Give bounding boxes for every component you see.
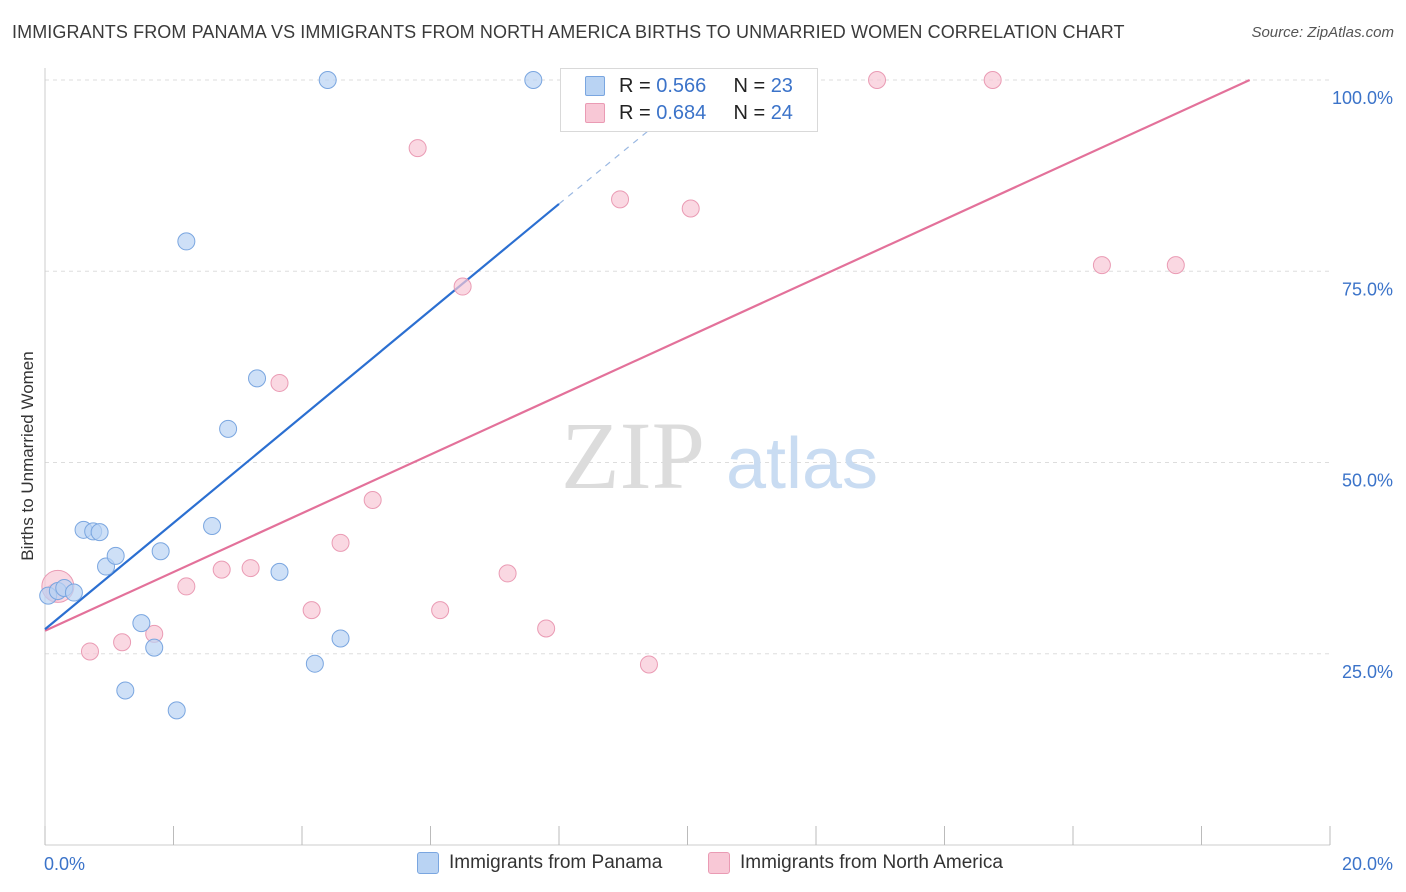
point-panama [167, 701, 186, 720]
watermark-zip: ZIP [561, 402, 705, 509]
correlation-legend: R = 0.566 N = 23 R = 0.684 N = 24 [560, 68, 818, 132]
series-legend-north-america: Immigrants from North America [708, 852, 1003, 874]
legend-r-value: 0.684 [656, 101, 707, 124]
legend-r-label: R = [619, 74, 657, 97]
point-panama [248, 369, 267, 388]
legend-swatch-north-america [585, 103, 605, 123]
series-legend: Immigrants from Panama Immigrants from N… [0, 852, 1406, 878]
point-panama [177, 232, 196, 251]
point-panama [270, 562, 289, 581]
legend-n-label: N = [733, 101, 771, 124]
point-panama [305, 654, 324, 673]
point-north-america [80, 642, 99, 661]
point-panama [524, 71, 543, 89]
point-panama [116, 681, 135, 700]
point-north-america [270, 373, 289, 392]
point-north-america [537, 619, 556, 638]
axes [44, 68, 1331, 846]
point-north-america [113, 633, 132, 652]
trend-lines [44, 71, 1251, 632]
legend-n-label: N = [733, 74, 771, 97]
trend-line-north-america [44, 78, 1251, 632]
y-tick-label: 50.0% [1342, 471, 1393, 491]
point-panama [151, 542, 170, 561]
tick-labels: 25.0% 50.0% 75.0% 100.0% 0.0% 20.0% [44, 88, 1393, 874]
chart-title: IMMIGRANTS FROM PANAMA VS IMMIGRANTS FRO… [12, 22, 1125, 42]
legend-r-label: R = [619, 101, 657, 124]
point-north-america [983, 71, 1002, 89]
series-swatch-panama [417, 852, 439, 874]
point-north-america [241, 559, 260, 578]
grid-lines [45, 79, 1330, 655]
source-label: Source: ZipAtlas.com [1251, 24, 1394, 41]
watermark-atlas: atlas [726, 424, 878, 504]
series-label-panama: Immigrants from Panama [449, 852, 663, 873]
point-north-america [639, 655, 658, 674]
point-north-america [1166, 256, 1185, 275]
point-north-america [681, 199, 700, 218]
point-north-america [177, 577, 196, 596]
point-north-america [302, 601, 321, 620]
y-tick-label: 75.0% [1342, 279, 1393, 299]
point-panama [145, 638, 164, 657]
point-north-america [431, 601, 450, 620]
point-panama [331, 629, 350, 648]
watermark: ZIP atlas [561, 402, 878, 509]
point-north-america [498, 564, 517, 583]
point-north-america [408, 139, 427, 158]
point-panama [318, 71, 337, 89]
point-north-america [453, 277, 472, 296]
data-points [39, 71, 1185, 720]
y-tick-label: 25.0% [1342, 662, 1393, 682]
legend-swatch-panama [585, 76, 605, 96]
y-axis-label: Births to Unmarried Women [18, 351, 37, 560]
series-swatch-north-america [708, 852, 730, 874]
point-north-america [1092, 256, 1111, 275]
y-tick-label: 100.0% [1332, 88, 1393, 108]
trend-line-panama [44, 203, 560, 631]
x-tick-label: 20.0% [1342, 854, 1393, 874]
point-north-america [363, 490, 382, 509]
point-panama [64, 583, 83, 602]
point-panama [132, 614, 151, 633]
point-north-america [331, 533, 350, 552]
point-north-america [868, 71, 887, 89]
series-label-north-america: Immigrants from North America [740, 852, 1003, 873]
series-legend-panama: Immigrants from Panama [417, 852, 662, 874]
point-north-america [212, 560, 231, 579]
point-panama [106, 546, 125, 565]
point-panama [90, 523, 109, 542]
point-panama [203, 516, 222, 535]
legend-n-value: 23 [770, 74, 793, 97]
point-panama [219, 419, 238, 438]
point-north-america [611, 190, 630, 209]
x-tick-label: 0.0% [44, 854, 85, 874]
legend-n-value: 24 [770, 101, 793, 124]
legend-r-value: 0.566 [656, 74, 707, 97]
